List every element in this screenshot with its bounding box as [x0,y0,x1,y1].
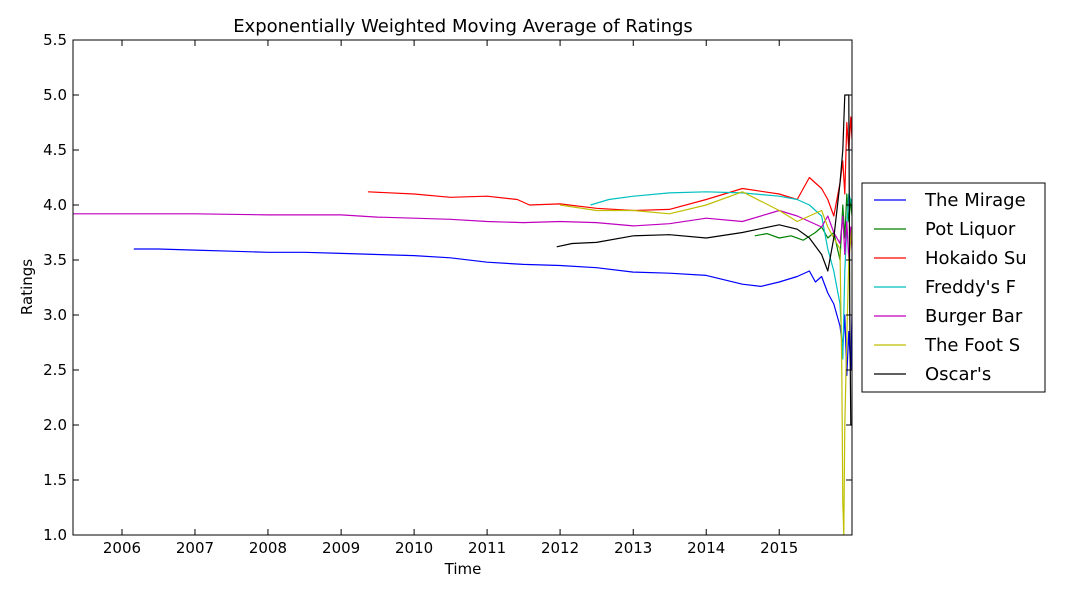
chart-title: Exponentially Weighted Moving Average of… [233,16,693,37]
series-line-the-foot-s [560,191,852,535]
y-tick-label: 1.5 [43,471,67,489]
y-axis-title: Ratings [18,259,36,315]
y-tick-label: 1.0 [43,526,67,544]
series-line-freddy-s-f [590,191,852,360]
legend-entry-label: Oscar's [925,364,991,385]
legend: The Mirage Pot Liquor Hokaido Su Freddy's F… [861,182,1046,393]
series-group [73,94,852,535]
series-line-the-mirage [133,248,852,377]
legend-entry-label: Burger Bar [925,306,1023,327]
plot-frame [72,39,853,536]
legend-entry-label: The Foot S [924,335,1020,356]
x-tick-label: 2014 [687,539,725,557]
x-tick-label: 2011 [468,539,506,557]
legend-frame [861,182,1046,393]
series-line-burger-bar [73,209,852,261]
legend-entry-label: Freddy's F [925,277,1016,298]
y-tick-label: 3.0 [43,306,67,324]
x-tick-label: 2010 [395,539,433,557]
legend-entry-label: The Mirage [924,190,1026,211]
x-tick-label: 2008 [249,539,287,557]
x-tick-label: 2007 [176,539,214,557]
y-tick-label: 2.0 [43,416,67,434]
x-tick-label: 2012 [541,539,579,557]
y-tick-label: 4.0 [43,196,67,214]
y-tick-label: 5.5 [43,31,67,49]
x-tick-label: 2009 [322,539,360,557]
series-line-hokaido-su [367,116,852,217]
legend-entry-label: Pot Liquor [925,219,1016,240]
x-tick-label: 2015 [760,539,798,557]
y-axis: 1.0 1.5 2.0 2.5 3.0 3.5 4.0 4.5 5.0 5.5 [43,31,852,544]
y-tick-label: 4.5 [43,141,67,159]
legend-entry-label: Hokaido Su [925,248,1027,269]
y-tick-label: 3.5 [43,251,67,269]
x-axis-title: Time [444,560,482,578]
y-tick-label: 2.5 [43,361,67,379]
x-axis: 2006 2007 2008 2009 2010 2011 2012 2013 2014 2015 [103,40,798,557]
series-line-oscar-s [556,94,852,426]
y-tick-label: 5.0 [43,86,67,104]
x-tick-label: 2006 [103,539,141,557]
x-tick-label: 2013 [614,539,652,557]
